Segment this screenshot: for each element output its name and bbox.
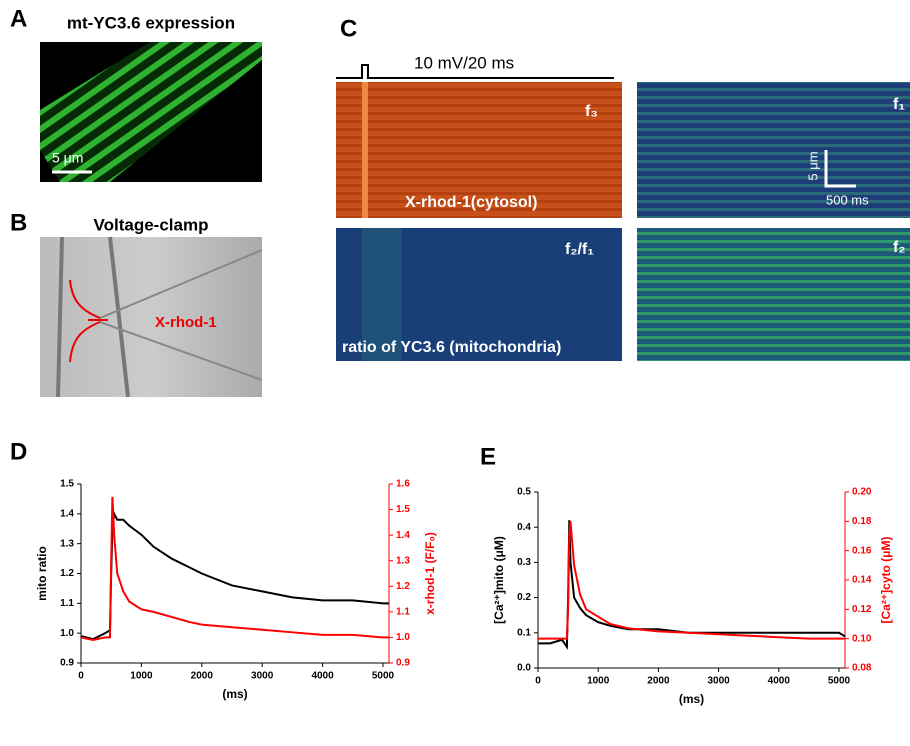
pipette [99, 249, 263, 381]
label: X-rhod-1 [155, 314, 217, 331]
y-tick-label: 0.3 [517, 557, 531, 568]
panel-title: mt-YC3.6 expression [67, 13, 235, 32]
label: f₃ [585, 103, 598, 120]
y-tick-label: 0.9 [60, 658, 74, 669]
y-axis-label: [Ca²⁺]mito (μM) [492, 536, 506, 624]
y2-tick-label: 0.08 [852, 663, 872, 674]
panel-title: Voltage-clamp [94, 215, 209, 234]
x-axis-label: (ms) [222, 687, 247, 701]
x-tick-label: 5000 [828, 676, 851, 687]
y2-tick-label: 1.0 [396, 632, 410, 643]
x-tick-label: 0 [535, 676, 541, 687]
linescan [336, 82, 622, 218]
y-tick-label: 1.2 [60, 568, 74, 579]
y2-tick-label: 1.2 [396, 581, 410, 592]
stimulus-label: 10 mV/20 ms [414, 53, 514, 72]
y2-tick-label: 1.6 [396, 479, 410, 490]
x-tick-label: 1000 [587, 676, 610, 687]
y2-tick-label: 0.20 [852, 487, 872, 498]
y-tick-label: 1.1 [60, 598, 74, 609]
scale-label: 5 μm [52, 150, 83, 166]
x-tick-label: 4000 [311, 671, 334, 682]
y2-axis-label: x-rhod-1 (F/F₀) [423, 532, 437, 615]
y2-tick-label: 1.3 [396, 555, 410, 566]
y-axis-label: mito ratio [35, 546, 49, 601]
panel-letter: D [10, 438, 27, 465]
y-tick-label: 1.5 [60, 479, 74, 490]
y2-tick-label: 1.4 [396, 530, 410, 541]
x-tick-label: 3000 [707, 676, 730, 687]
stimulus-trace [336, 64, 614, 79]
label: ratio of YC3.6 (mitochondria) [342, 339, 561, 356]
scale-label: 500 ms [826, 192, 869, 207]
y2-tick-label: 1.5 [396, 504, 410, 515]
y-tick-label: 0.0 [517, 663, 531, 674]
panel-letter: E [480, 443, 496, 470]
y2-axis-label: [Ca²⁺]cyto (μM) [879, 536, 893, 623]
arrows [69, 279, 108, 363]
linescan [637, 228, 910, 361]
y2-tick-label: 0.10 [852, 633, 872, 644]
x-tick-label: 5000 [372, 671, 395, 682]
label: X-rhod-1(cytosol) [405, 194, 537, 211]
y2-tick-label: 0.9 [396, 658, 410, 669]
label: f₁ [893, 96, 905, 113]
micrograph-cell [40, 42, 262, 182]
x-tick-label: 1000 [130, 671, 153, 682]
scale-bar [824, 150, 856, 188]
y-tick-label: 1.4 [60, 508, 74, 519]
x-axis-label: (ms) [679, 692, 704, 706]
panel-letter: A [10, 5, 27, 32]
y2-tick-label: 0.12 [852, 604, 872, 615]
x-tick-label: 0 [78, 671, 84, 682]
x-tick-label: 2000 [647, 676, 670, 687]
y2-tick-label: 0.14 [852, 575, 872, 586]
y-tick-label: 0.4 [517, 522, 531, 533]
y-tick-label: 0.5 [517, 487, 531, 498]
linescan-transient [362, 228, 402, 361]
x-tick-label: 2000 [191, 671, 214, 682]
y-tick-label: 0.2 [517, 592, 531, 603]
series-line [80, 510, 389, 641]
label: f₂ [893, 239, 905, 256]
micrograph [40, 237, 262, 397]
linescan-transient [362, 82, 368, 218]
series-line [538, 521, 845, 640]
y2-tick-label: 0.18 [852, 516, 872, 527]
series-line [80, 496, 389, 642]
series-line [538, 520, 846, 651]
panel-letter: C [340, 15, 357, 42]
scale-label: 5 μm [805, 151, 820, 180]
y-tick-label: 1.3 [60, 538, 74, 549]
y2-tick-label: 0.16 [852, 545, 872, 556]
linescan [637, 82, 910, 218]
cell-edge [56, 236, 130, 398]
x-tick-label: 4000 [768, 676, 791, 687]
x-tick-label: 3000 [251, 671, 274, 682]
y-tick-label: 1.0 [60, 628, 74, 639]
label: f₂/f₁ [565, 241, 594, 258]
y-tick-label: 0.1 [517, 627, 531, 638]
y2-tick-label: 1.1 [396, 606, 410, 617]
panel-letter: B [10, 209, 27, 236]
